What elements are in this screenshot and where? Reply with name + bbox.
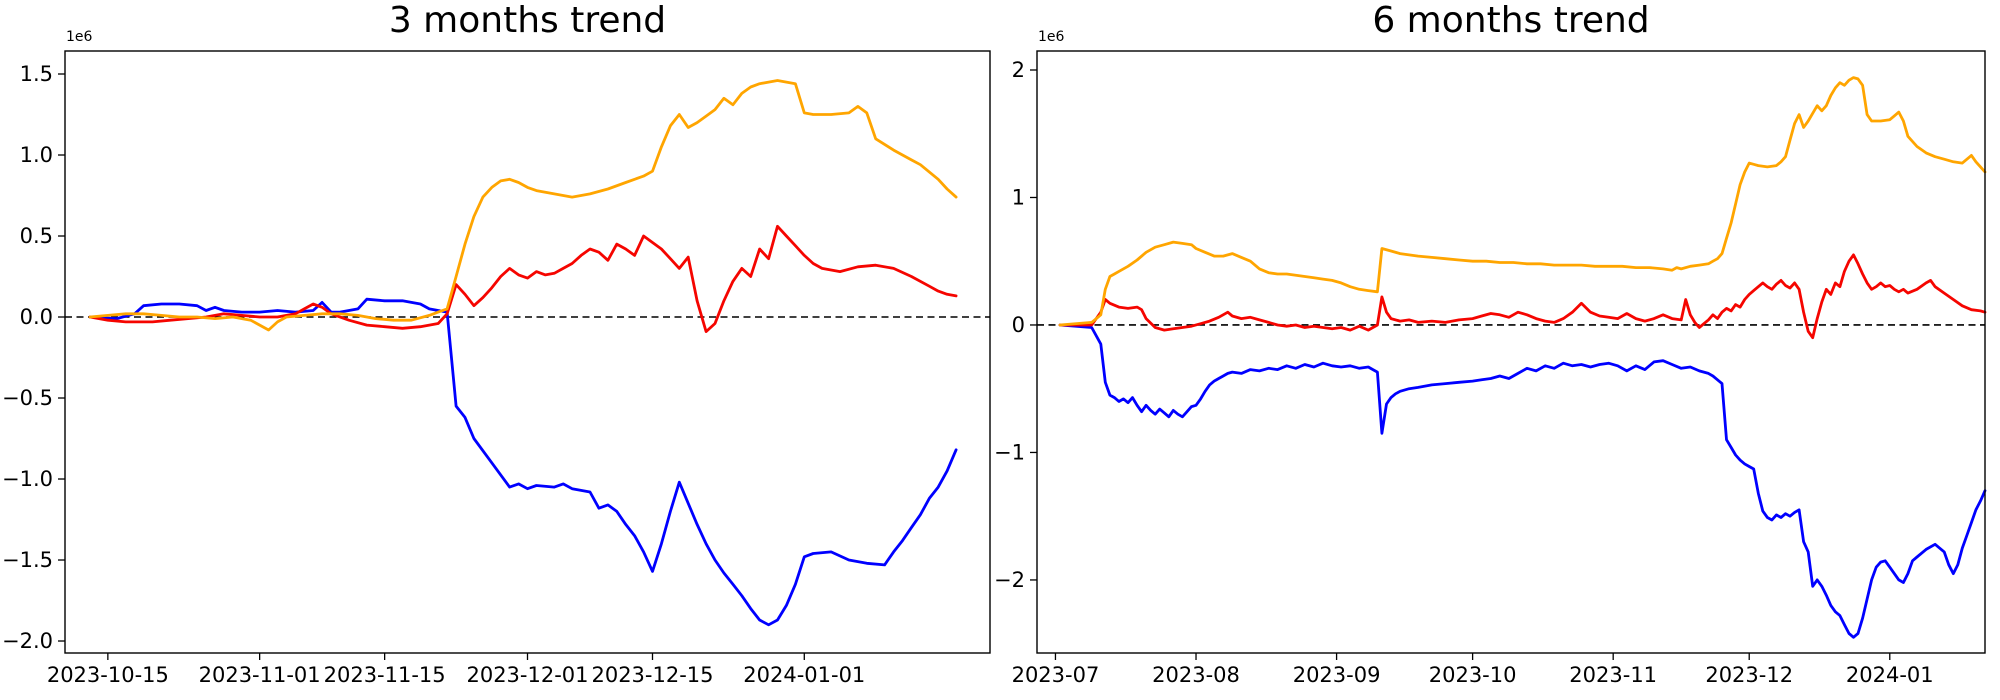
- x-tick-label: 2024-01-01: [743, 663, 865, 687]
- y-tick-label: −1.5: [2, 548, 53, 572]
- y-tick-label: 0.5: [20, 224, 53, 248]
- y-tick-label: 1: [1012, 185, 1025, 209]
- x-tick-label: 2023-12: [1705, 663, 1793, 687]
- y-tick-label: 1.0: [20, 143, 53, 167]
- right-chart-title: 6 months trend: [1372, 0, 1650, 41]
- y-tick-label: −0.5: [2, 386, 53, 410]
- y-tick-label: 0.0: [20, 305, 53, 329]
- x-tick-label: 2023-10-15: [47, 663, 169, 687]
- y-tick-label: −1.0: [2, 467, 53, 491]
- x-tick-label: 2024-01: [1846, 663, 1934, 687]
- x-tick-label: 2023-12-01: [466, 663, 588, 687]
- x-tick-label: 2023-12-15: [591, 663, 713, 687]
- y-tick-label: 0: [1012, 313, 1025, 337]
- blue-series-line: [1058, 323, 1987, 639]
- orange-series-line: [1058, 76, 1987, 327]
- axes-spines: [1036, 50, 1986, 654]
- x-tick-label: 2023-11-15: [324, 663, 446, 687]
- axes-spines: [64, 50, 991, 654]
- y-tick-label: −2.0: [2, 629, 53, 653]
- orange-series-line: [88, 79, 958, 332]
- left-chart-title: 3 months trend: [388, 0, 667, 41]
- y-tick-label: 2: [1012, 58, 1025, 82]
- y-tick-label: 1.5: [20, 62, 53, 86]
- y-tick-label: −1: [994, 440, 1025, 464]
- red-series-line: [88, 224, 958, 334]
- x-tick-label: 2023-08: [1152, 663, 1240, 687]
- left-y-axis-offset-label: 1e6: [66, 29, 93, 45]
- x-tick-label: 2023-09: [1293, 663, 1381, 687]
- x-tick-label: 2023-11-01: [199, 663, 321, 687]
- x-tick-label: 2023-11: [1569, 663, 1657, 687]
- blue-series-line: [88, 297, 958, 627]
- right-y-axis-offset-label: 1e6: [1038, 29, 1065, 45]
- x-tick-label: 2023-10: [1429, 663, 1517, 687]
- red-series-line: [1058, 253, 1987, 340]
- y-tick-label: −2: [994, 568, 1025, 592]
- x-tick-label: 2023-07: [1012, 663, 1100, 687]
